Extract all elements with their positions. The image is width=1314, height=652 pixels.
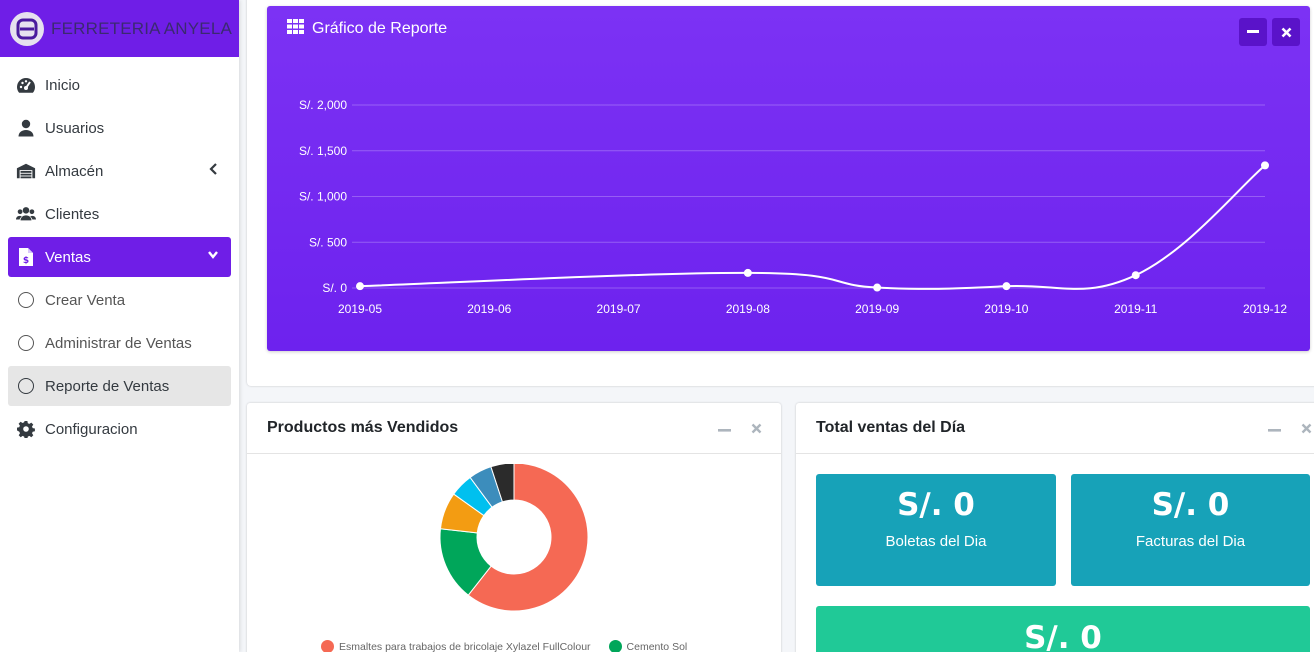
x-tick-label: 2019-08 xyxy=(726,302,770,316)
sales-line-chart: S/. 0 S/. 500 S/. 1,000 S/. 1,500 S/. 2,000 2… xyxy=(299,98,1287,316)
chevron-left-icon xyxy=(209,162,219,179)
minimize-button[interactable] xyxy=(718,419,731,437)
minus-icon xyxy=(1247,30,1259,33)
users-icon xyxy=(16,204,36,224)
boletas-box: S/. 0 Boletas del Dia xyxy=(816,474,1056,586)
y-tick-label: S/. 2,000 xyxy=(299,98,347,112)
x-tick-label: 2019-07 xyxy=(597,302,641,316)
user-icon xyxy=(16,118,36,138)
data-point xyxy=(743,268,752,277)
donut-slice[interactable] xyxy=(490,464,515,503)
donut-slice[interactable] xyxy=(467,464,589,612)
close-button[interactable] xyxy=(751,421,762,439)
svg-text:$: $ xyxy=(23,256,29,266)
sidebar-item-usuarios[interactable]: Usuarios xyxy=(8,108,231,148)
report-card-title-text: Gráfico de Reporte xyxy=(312,20,448,37)
data-point xyxy=(1261,161,1269,170)
daily-sales-header: Total ventas del Día xyxy=(796,403,1314,454)
sidebar-item-ventas[interactable]: $ Ventas xyxy=(8,237,231,277)
boletas-label: Boletas del Dia xyxy=(885,533,987,550)
legend-label: Cemento Sol xyxy=(626,640,688,652)
daily-sales-title: Total ventas del Día xyxy=(816,419,966,436)
legend-label: Esmaltes para trabajos de bricolaje Xyla… xyxy=(339,640,591,652)
close-icon xyxy=(1281,27,1291,37)
sidebar-item-label: Crear Venta xyxy=(45,291,126,309)
sidebar-item-label: Ventas xyxy=(45,248,91,266)
gear-icon xyxy=(16,419,36,439)
sidebar-item-label: Clientes xyxy=(45,205,100,223)
close-icon xyxy=(1301,423,1312,434)
sidebar-item-reporte-ventas[interactable]: Reporte de Ventas xyxy=(8,366,231,406)
daily-sales-card: Total ventas del Día S/. 0 Boletas del D… xyxy=(796,403,1314,652)
sidebar-item-clientes[interactable]: Clientes xyxy=(8,194,231,234)
minimize-button[interactable] xyxy=(1239,18,1267,46)
circle-icon xyxy=(16,376,36,396)
data-point xyxy=(1131,271,1140,280)
x-tick-label: 2019-10 xyxy=(984,302,1028,316)
x-tick-label: 2019-06 xyxy=(467,302,511,316)
brand-logo-icon xyxy=(16,18,38,39)
y-tick-label: S/. 0 xyxy=(322,281,347,295)
tachometer-icon xyxy=(16,75,36,95)
boletas-amount: S/. 0 xyxy=(897,487,975,523)
sidebar: FERRETERIA ANYELA Inicio Usuarios Almacé… xyxy=(0,0,239,652)
data-point xyxy=(1002,282,1011,291)
sidebar-item-crear-venta[interactable]: Crear Venta xyxy=(8,280,231,320)
products-donut-chart xyxy=(439,464,589,612)
legend-swatch xyxy=(321,640,334,652)
sidebar-item-label: Usuarios xyxy=(45,119,105,137)
sidebar-item-configuracion[interactable]: Configuracion xyxy=(8,409,231,449)
data-point xyxy=(873,283,882,292)
facturas-label: Facturas del Dia xyxy=(1135,533,1246,550)
brand-bar[interactable]: FERRETERIA ANYELA xyxy=(0,0,239,57)
x-tick-label: 2019-12 xyxy=(1243,302,1287,316)
warehouse-icon xyxy=(16,161,36,181)
total-box: S/. 0 xyxy=(816,606,1310,652)
data-point xyxy=(356,282,364,291)
sidebar-item-label: Inicio xyxy=(45,76,81,94)
x-tick-label: 2019-05 xyxy=(338,302,382,316)
top-products-card: Productos más Vendidos Esmaltes para tra… xyxy=(247,403,781,652)
circle-icon xyxy=(16,333,36,353)
facturas-amount: S/. 0 xyxy=(1151,487,1230,523)
circle-icon xyxy=(16,290,36,310)
sidebar-item-label: Administrar de Ventas xyxy=(45,334,192,352)
top-products-title: Productos más Vendidos xyxy=(267,419,459,436)
minus-icon xyxy=(1268,429,1281,432)
sidebar-item-label: Almacén xyxy=(45,162,104,180)
th-grid-icon xyxy=(287,19,304,39)
legend-item[interactable]: Cemento Sol xyxy=(608,640,688,652)
report-card-title: Gráfico de Reporte xyxy=(287,19,447,39)
minus-icon xyxy=(718,429,731,432)
close-button[interactable] xyxy=(1272,18,1300,46)
close-icon xyxy=(751,423,762,434)
sidebar-item-label: Reporte de Ventas xyxy=(45,377,170,395)
y-tick-label: S/. 1,000 xyxy=(299,190,347,204)
brand-logo xyxy=(10,11,44,46)
close-button[interactable] xyxy=(1301,421,1312,439)
facturas-box: S/. 0 Facturas del Dia xyxy=(1071,474,1310,586)
y-tick-label: S/. 1,500 xyxy=(299,144,347,158)
sidebar-item-administrar-ventas[interactable]: Administrar de Ventas xyxy=(8,323,231,363)
legend-item[interactable]: Esmaltes para trabajos de bricolaje Xyla… xyxy=(321,640,591,652)
minimize-button[interactable] xyxy=(1268,419,1281,437)
series-line xyxy=(359,164,1266,290)
report-chart-card: Gráfico de Reporte S/. 0 S/. 500 S/. 1,000… xyxy=(267,6,1310,351)
total-amount: S/. 0 xyxy=(1024,620,1102,652)
sidebar-item-almacen[interactable]: Almacén xyxy=(8,151,231,191)
sidebar-item-label: Configuracion xyxy=(45,420,138,438)
legend-swatch xyxy=(608,640,622,652)
brand-name: FERRETERIA ANYELA xyxy=(51,18,233,38)
x-tick-label: 2019-09 xyxy=(855,302,899,316)
top-products-header: Productos más Vendidos xyxy=(247,403,781,454)
sidebar-nav: Inicio Usuarios Almacén Clientes $ xyxy=(0,57,239,449)
invoice-dollar-icon: $ xyxy=(16,247,36,267)
chevron-down-icon xyxy=(207,248,219,264)
donut-legend: Esmaltes para trabajos de bricolaje Xyla… xyxy=(321,640,705,652)
x-tick-label: 2019-11 xyxy=(1114,302,1157,316)
y-tick-label: S/. 500 xyxy=(309,235,347,249)
sidebar-item-inicio[interactable]: Inicio xyxy=(8,65,231,105)
